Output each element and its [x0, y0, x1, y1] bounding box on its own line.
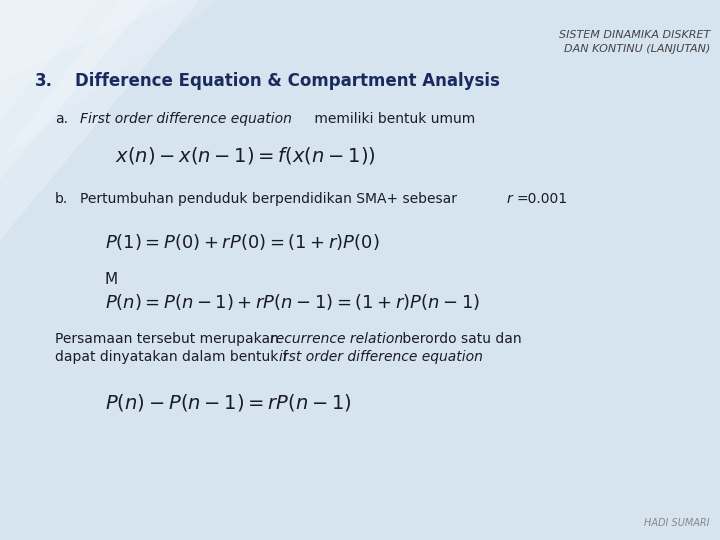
Text: $P(n)= P(n-1)+rP(n-1)=(1+r)P(n-1)$: $P(n)= P(n-1)+rP(n-1)=(1+r)P(n-1)$ [105, 292, 480, 312]
Text: $P(n)-P(n-1)= rP(n-1)$: $P(n)-P(n-1)= rP(n-1)$ [105, 392, 352, 413]
Polygon shape [0, 0, 150, 180]
Text: berordo satu dan: berordo satu dan [398, 332, 521, 346]
Text: 3.: 3. [35, 72, 53, 90]
Text: b.: b. [55, 192, 68, 206]
Text: irst order difference equation: irst order difference equation [279, 350, 483, 364]
Polygon shape [0, 0, 200, 240]
Text: First order difference equation: First order difference equation [80, 112, 292, 126]
Text: $x(n)-x(n-1)= f\left(x(n-1)\right)$: $x(n)-x(n-1)= f\left(x(n-1)\right)$ [115, 145, 376, 166]
Polygon shape [0, 0, 180, 80]
Text: a.: a. [55, 112, 68, 126]
Text: memiliki bentuk umum: memiliki bentuk umum [310, 112, 475, 126]
Text: HADI SUMARI: HADI SUMARI [644, 518, 710, 528]
Text: Persamaan tersebut merupakan: Persamaan tersebut merupakan [55, 332, 283, 346]
Text: =0.001: =0.001 [516, 192, 567, 206]
Text: Difference Equation & Compartment Analysis: Difference Equation & Compartment Analys… [75, 72, 500, 90]
Text: $P(1)= P(0)+rP(0)=(1+r)P(0)$: $P(1)= P(0)+rP(0)=(1+r)P(0)$ [105, 232, 379, 252]
Text: M: M [105, 272, 118, 287]
Text: dapat dinyatakan dalam bentuk f: dapat dinyatakan dalam bentuk f [55, 350, 288, 364]
Polygon shape [0, 0, 220, 160]
Polygon shape [0, 0, 100, 120]
Text: recurrence relation: recurrence relation [270, 332, 403, 346]
Text: SISTEM DINAMIKA DISKRET
DAN KONTINU (LANJUTAN): SISTEM DINAMIKA DISKRET DAN KONTINU (LAN… [559, 30, 710, 54]
Text: Pertumbuhan penduduk berpendidikan SMA+ sebesar: Pertumbuhan penduduk berpendidikan SMA+ … [80, 192, 462, 206]
Text: r: r [507, 192, 513, 206]
